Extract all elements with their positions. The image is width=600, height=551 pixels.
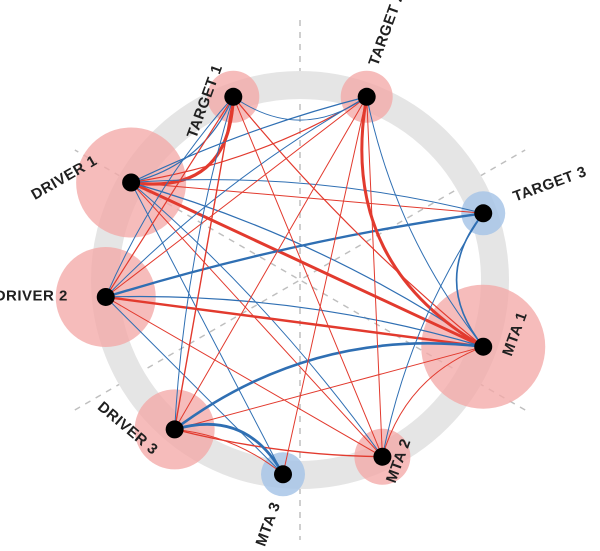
node-driver1 xyxy=(122,174,140,192)
node-driver2 xyxy=(97,288,115,306)
node-target1 xyxy=(224,88,242,106)
network-diagram: TARGET 1TARGET 2TARGET 3MTA 1MTA 2MTA 3D… xyxy=(0,0,600,551)
node-driver3 xyxy=(166,420,184,438)
edge-driver1-mta1 xyxy=(131,183,483,347)
label-driver2: DRIVER 2 xyxy=(0,287,68,304)
label-target2: TARGET 2 xyxy=(365,0,407,68)
node-target2 xyxy=(358,88,376,106)
label-mta3: MTA 3 xyxy=(252,500,284,549)
node-mta3 xyxy=(274,465,292,483)
node-mta1 xyxy=(474,338,492,356)
edge-target1-mta2 xyxy=(233,97,382,457)
label-target3: TARGET 3 xyxy=(511,163,589,205)
node-target3 xyxy=(474,204,492,222)
